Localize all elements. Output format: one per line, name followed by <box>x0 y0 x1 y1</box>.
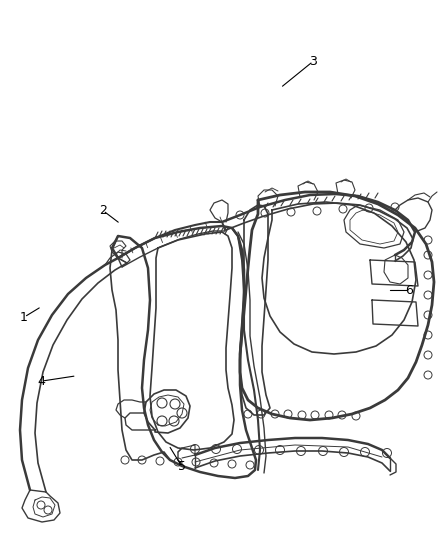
Text: 5: 5 <box>178 460 186 473</box>
Text: 6: 6 <box>406 284 413 297</box>
Text: 4: 4 <box>38 375 46 387</box>
Text: 2: 2 <box>99 204 107 217</box>
Text: 1: 1 <box>20 311 28 324</box>
Text: 3: 3 <box>309 55 317 68</box>
